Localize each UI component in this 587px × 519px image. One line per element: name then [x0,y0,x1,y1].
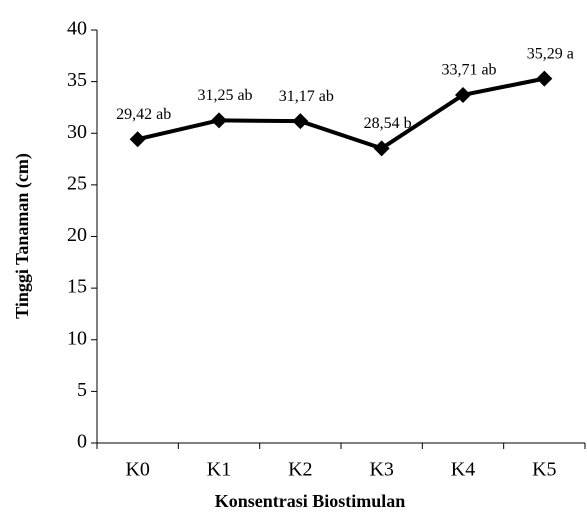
y-tick-label: 0 [77,431,87,453]
marker [536,70,553,87]
x-tick-label: K3 [369,459,393,481]
marker [373,140,390,157]
data-label: 35,29 a [527,45,574,62]
y-tick-label: 40 [67,18,87,40]
y-tick-label: 35 [67,69,87,91]
marker [292,113,309,130]
x-axis-title: Konsentrasi Biostimulan [215,491,406,511]
data-label: 28,54 b [364,115,412,132]
y-tick-label: 25 [67,172,87,194]
data-label: 29,42 ab [116,106,171,123]
y-tick-label: 20 [67,224,87,246]
y-tick-label: 10 [67,327,87,349]
line [137,76,545,151]
data-label: 31,25 ab [197,87,252,104]
y-tick-label: 5 [77,379,87,401]
y-tick-label: 30 [67,121,87,143]
marker [211,112,227,129]
x-tick-label: K2 [288,459,312,481]
y-tick-label: 15 [67,276,87,298]
data-label: 31,17 ab [279,88,334,105]
y-axis-title: Tinggi Tanaman (cm) [12,153,33,319]
x-tick-label: K5 [532,459,556,481]
marker [129,131,146,148]
x-tick-label: K1 [207,459,231,481]
x-tick-label: K4 [451,459,475,481]
x-tick-label: K0 [125,459,149,481]
data-label: 33,71 ab [441,62,496,79]
marker [455,86,471,103]
